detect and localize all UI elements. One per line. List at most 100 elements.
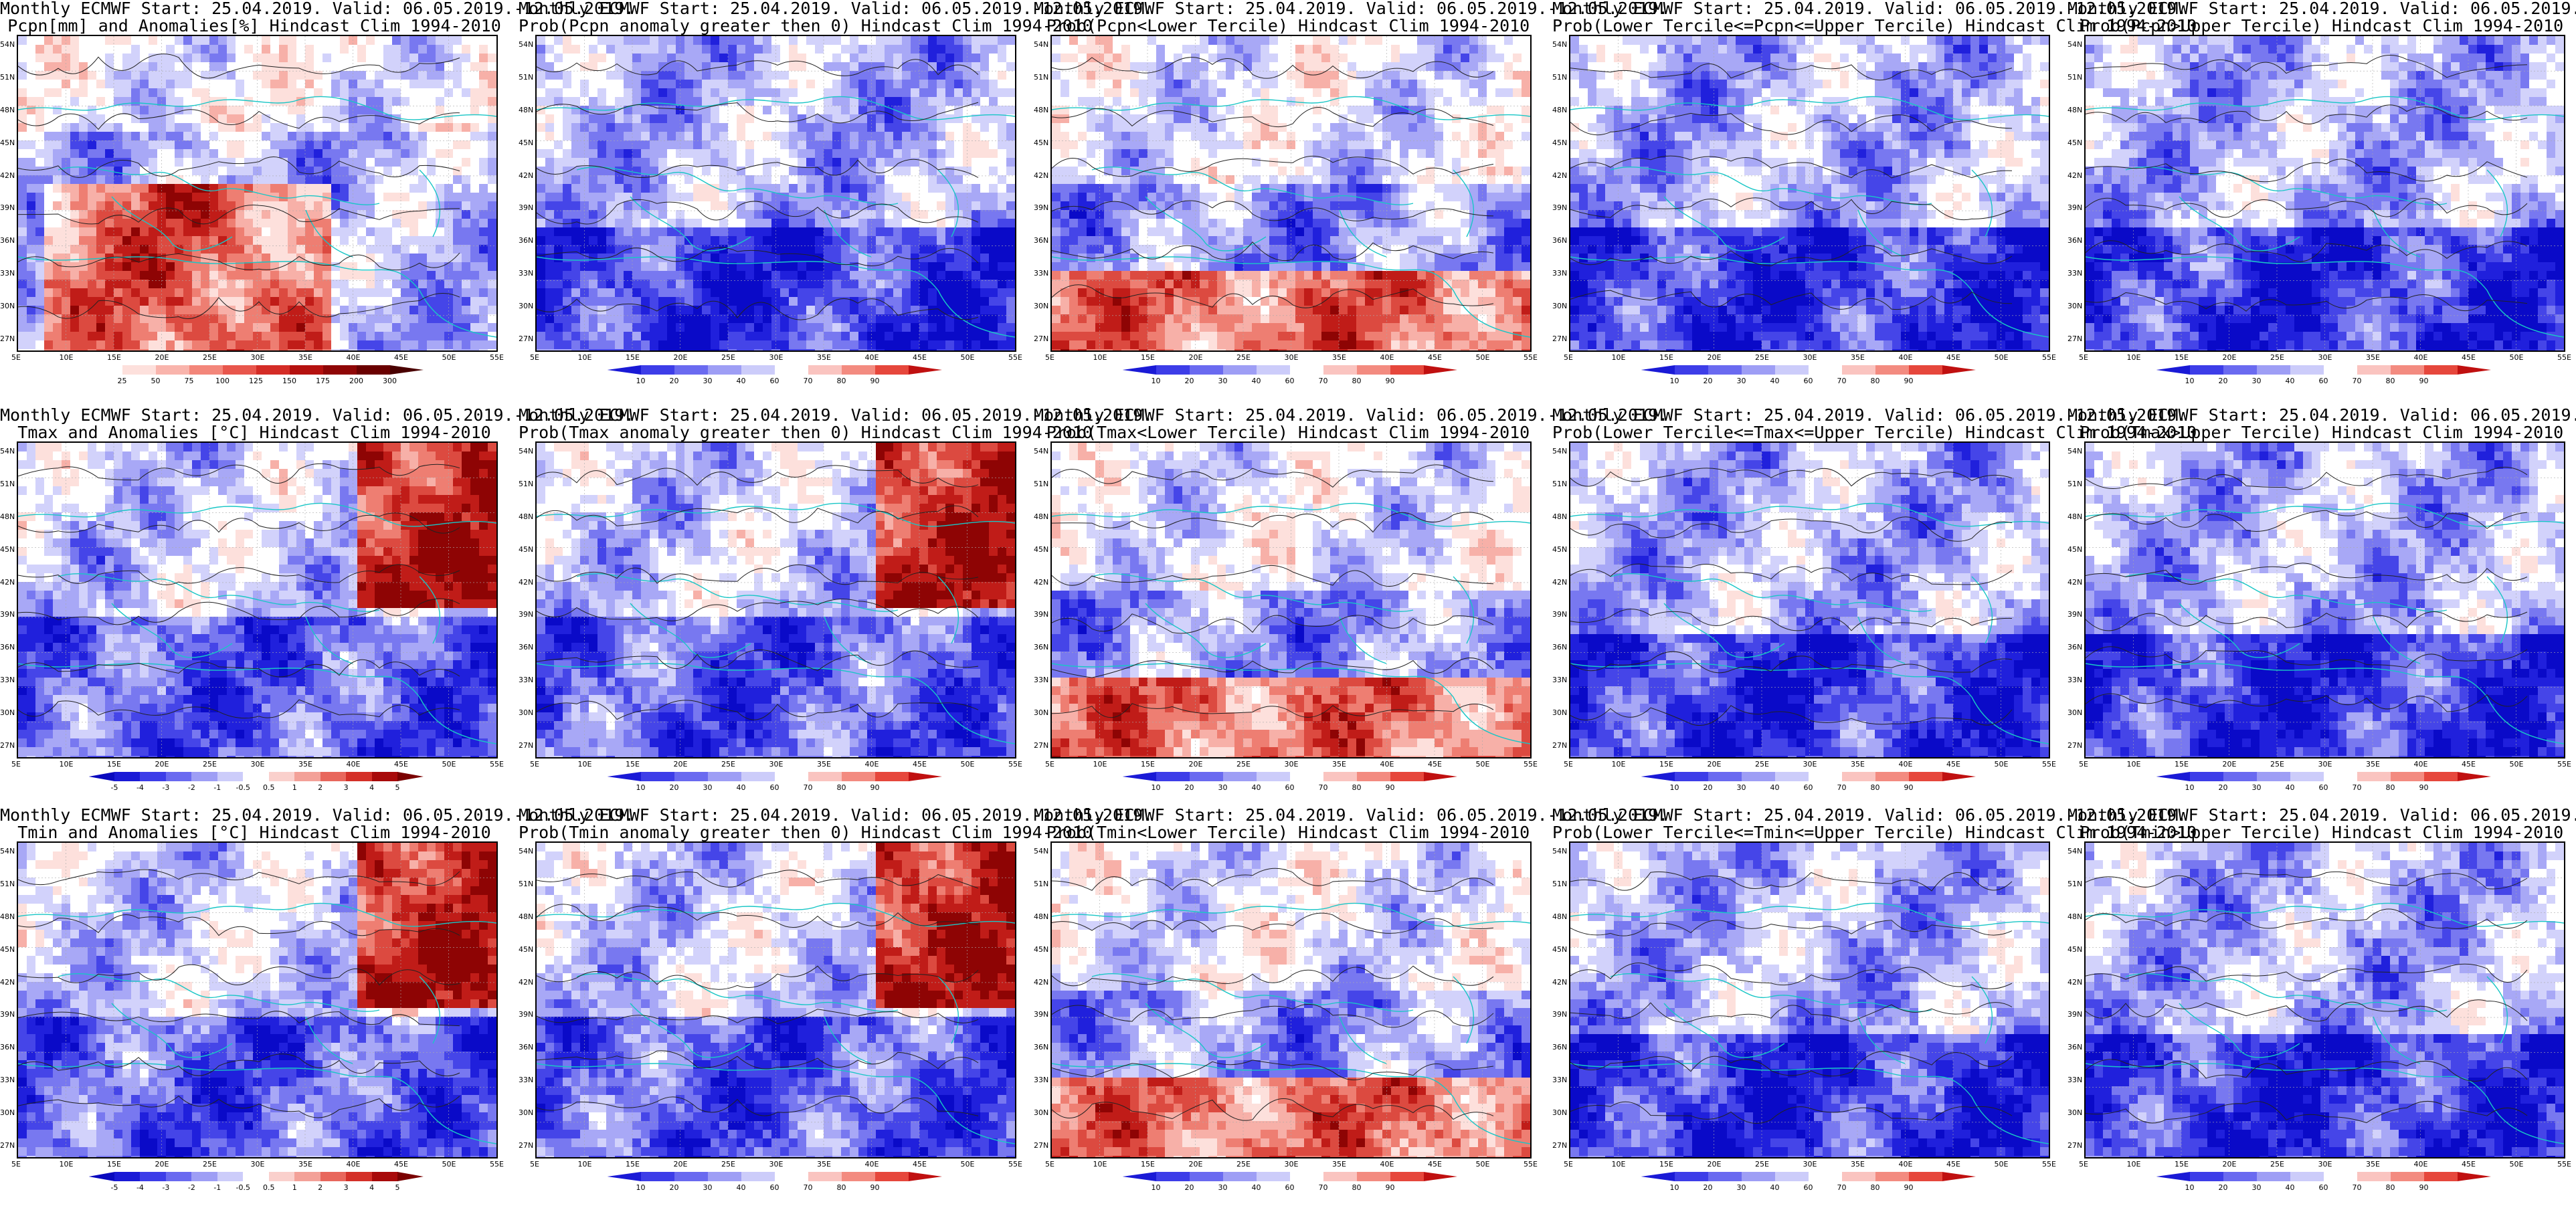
- latitude-label: 33N: [0, 269, 15, 278]
- latitude-label: 30N: [0, 1108, 15, 1117]
- longitude-label: 25E: [1755, 353, 1769, 362]
- colorbar-swatch: [708, 365, 742, 375]
- longitude-label: 30E: [1803, 1160, 1817, 1169]
- longitude-label: 35E: [2366, 353, 2380, 362]
- longitude-label: 5E: [530, 1160, 539, 1169]
- longitude-label: 25E: [721, 353, 735, 362]
- colorbar-swatch: [2156, 772, 2191, 781]
- longitude-label: 25E: [1236, 760, 1251, 769]
- longitude-label: 10E: [2127, 353, 2141, 362]
- latitude-label: 27N: [1034, 741, 1048, 750]
- colorbar-tick-label: 75: [185, 377, 194, 385]
- colorbar-tick-label: 30: [1737, 783, 1746, 792]
- latitude-label: 27N: [1034, 334, 1048, 343]
- latitude-label: 51N: [2067, 73, 2082, 82]
- longitude-label: 45E: [2462, 1160, 2476, 1169]
- latitude-label: 45N: [2067, 138, 2082, 147]
- colorbar-swatch: [708, 1172, 742, 1181]
- colorbar-swatch: [114, 1172, 141, 1181]
- panel-title-line-1: Monthly ECMWF Start: 25.04.2019. Valid: …: [0, 0, 509, 17]
- colorbar-swatch: [166, 772, 192, 781]
- shaded-field: [537, 443, 1015, 757]
- colorbar-tick-label: 30: [1218, 377, 1228, 385]
- longitude-label: 15E: [1659, 1160, 1673, 1169]
- colorbar-swatch: [1290, 365, 1324, 375]
- longitude-label: 40E: [1899, 760, 1913, 769]
- panel-title: Monthly ECMWF Start: 25.04.2019. Valid: …: [519, 0, 1027, 35]
- colorbar-swatch: [741, 772, 775, 781]
- colorbar-tick-label: 40: [1770, 783, 1780, 792]
- panel-title-line-1: Monthly ECMWF Start: 25.04.2019. Valid: …: [2067, 407, 2576, 424]
- colorbar-swatch: [320, 772, 347, 781]
- colorbar-swatch: [2324, 1172, 2358, 1181]
- longitude-label: 50E: [2510, 353, 2524, 362]
- colorbar-tick-label: -1: [213, 783, 221, 792]
- colorbar-tick-label: 5: [395, 783, 400, 792]
- panel-title-line-2: Prob(Tmin>Upper Tercile) Hindcast Clim 1…: [2067, 824, 2576, 841]
- colorbar-swatch: [1809, 1172, 1843, 1181]
- longitude-label: 35E: [2366, 1160, 2380, 1169]
- colorbar-swatch: [808, 772, 842, 781]
- panel-title: Monthly ECMWF Start: 25.04.2019. Valid: …: [519, 807, 1027, 841]
- colorbar-swatch: [1708, 1172, 1742, 1181]
- longitude-label: 15E: [626, 1160, 640, 1169]
- colorbar-swatch: [89, 365, 123, 375]
- longitude-label: 15E: [1659, 353, 1673, 362]
- colorbar-tick-label: 40: [2286, 1183, 2295, 1192]
- latitude-label: 33N: [519, 269, 533, 278]
- shaded-field: [1052, 36, 1530, 350]
- colorbar-tick-label: 0.5: [263, 783, 275, 792]
- colorbar: [1123, 1172, 1457, 1181]
- longitude-label: 45E: [913, 1160, 927, 1169]
- colorbar-tick-label: 80: [2386, 377, 2395, 385]
- longitude-label: 35E: [298, 353, 312, 362]
- latitude-label: 51N: [2067, 480, 2082, 488]
- latitude-label: 33N: [1552, 676, 1567, 684]
- latitude-label: 54N: [1034, 40, 1048, 49]
- panel-title-line-2: Prob(Tmin<Lower Tercile) Hindcast Clim 1…: [1034, 824, 1542, 841]
- colorbar-tick-label: 20: [1185, 377, 1194, 385]
- colorbar-tick-label: 50: [151, 377, 161, 385]
- colorbar-tick-label: 20: [1704, 1183, 1713, 1192]
- colorbar-swatch: [2391, 365, 2425, 375]
- longitude-label: 35E: [817, 353, 831, 362]
- latitude-label: 45N: [1552, 945, 1567, 954]
- longitude-label: 40E: [2414, 353, 2428, 362]
- latitude-label: 39N: [0, 610, 15, 619]
- colorbar-tick-label: 30: [1218, 783, 1228, 792]
- colorbar-tick-label: -5: [110, 783, 118, 792]
- latitude-label: 39N: [2067, 1010, 2082, 1019]
- colorbar-swatch: [1290, 772, 1324, 781]
- latitude-label: 54N: [0, 40, 15, 49]
- colorbar-tick-label: 20: [1185, 783, 1194, 792]
- longitude-label: 40E: [347, 353, 361, 362]
- shaded-field: [1570, 443, 2049, 757]
- latitude-label: 45N: [1034, 945, 1048, 954]
- colorbar-swatch: [243, 772, 269, 781]
- colorbar-swatch: [166, 1172, 192, 1181]
- colorbar-swatch: [2357, 772, 2391, 781]
- latitude-label: 45N: [0, 138, 15, 147]
- colorbar-swatch: [2290, 365, 2324, 375]
- colorbar-tick-label: 80: [1871, 783, 1880, 792]
- colorbar-swatch: [2223, 365, 2258, 375]
- latitude-label: 36N: [1034, 1043, 1048, 1051]
- colorbar-swatch: [674, 365, 709, 375]
- longitude-label: 15E: [2175, 760, 2189, 769]
- latitude-label: 51N: [1552, 73, 1567, 82]
- colorbar-tick-label: 40: [737, 783, 746, 792]
- longitude-label: 15E: [1141, 353, 1155, 362]
- forecast-map: [1569, 35, 2050, 352]
- latitude-label: 54N: [1552, 447, 1567, 456]
- colorbar-swatch: [775, 1172, 809, 1181]
- latitude-label: 48N: [0, 912, 15, 921]
- colorbar-swatch: [397, 1172, 424, 1181]
- latitude-label: 30N: [0, 302, 15, 310]
- panel-title-line-1: Monthly ECMWF Start: 25.04.2019. Valid: …: [1552, 807, 2061, 824]
- colorbar-swatch: [1156, 365, 1190, 375]
- colorbar-tick-label: 70: [2353, 783, 2362, 792]
- latitude-label: 27N: [1034, 1141, 1048, 1150]
- colorbar-swatch: [1641, 1172, 1675, 1181]
- colorbar-tick-label: 40: [1252, 1183, 1261, 1192]
- longitude-label: 10E: [578, 1160, 592, 1169]
